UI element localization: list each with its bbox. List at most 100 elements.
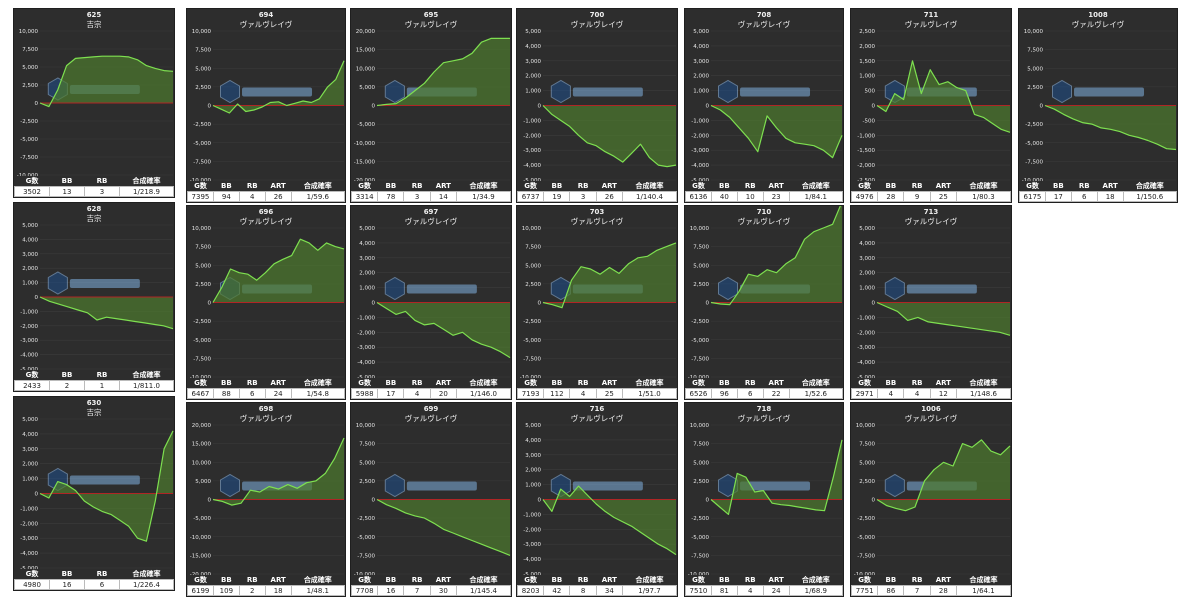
stats-header: BB [543,575,570,586]
stats-table: G数 BB RB ART 合成確率 4976 28 9 25 1/80.3 [850,181,1012,202]
stats-table: G数 BB RB ART 合成確率 6175 17 6 18 1/150.6 [1019,181,1178,202]
stats-table: G数 BB RB 合成確率 2433 2 1 1/811.0 [14,370,175,391]
y-tick-label: 0 [872,301,876,307]
y-tick-label: -3,000 [523,542,541,548]
y-tick-label: -1,000 [357,315,375,321]
y-tick-label: 0 [372,104,376,110]
card-header: 625 吉宗 [14,11,174,29]
series-line [376,37,510,107]
stats-header: G数 [14,370,50,381]
series-area [213,438,344,506]
y-tick-label: -5,000 [691,535,709,541]
stats-header: RB [1071,181,1098,192]
stats-value: 22 [762,388,790,399]
stats-value: 3502 [14,186,50,197]
stats-value: 1/48.1 [290,585,346,596]
stats-header: G数 [351,181,378,192]
stats-value: 10 [736,191,764,202]
stats-table: G数 BB RB ART 合成確率 5988 17 4 20 1/146.0 [350,378,512,399]
stats-value: 25 [595,388,623,399]
watermark-logo [550,473,643,498]
stats-header: RB [84,569,120,580]
stats-value: 6737 [516,191,545,202]
graph-card-698[interactable]: 20,000 15,000 10,000 5,000 0 -5,000 -10,000 -15… [186,402,346,597]
series-line [542,485,677,556]
graph-card-625[interactable]: 10,000 7,500 5,000 2,500 0 -2,500 -5,000 -7,500… [13,8,175,198]
card-header: 694 ヴァルヴレイヴ [187,11,345,29]
graph-card-628[interactable]: 5,000 4,000 3,000 2,000 1,000 0 -1,000 -2,000 -3… [13,202,175,392]
y-tick-label: 5,000 [195,66,211,72]
series-line [542,242,677,309]
y-tick-label: 0 [35,295,39,301]
stats-header: 合成確率 [622,575,677,586]
machine-name: ヴァルヴレイヴ [570,217,624,226]
stats-value: 6 [1070,191,1098,202]
y-tick-label: -7,500 [691,356,709,362]
graph-card-695[interactable]: 20,000 15,000 10,000 5,000 0 -5,000 -10,000 -15… [350,8,512,203]
machine-number: 630 [86,399,102,407]
graph-card-713[interactable]: 5,000 4,000 3,000 2,000 1,000 0 -1,000 -2,000 -3… [850,205,1012,400]
graph-card-696[interactable]: 10,000 7,500 5,000 2,500 0 -2,500 -5,000 -7,500… [186,205,346,400]
series-line [710,104,843,159]
y-tick-label: -2,500 [193,319,211,325]
graph-card-711[interactable]: 2,500 2,000 1,500 1,000 500 0 -500 -1,000 -1,500… [850,8,1012,203]
graph-card-716[interactable]: 5,000 4,000 3,000 2,000 1,000 0 -1,000 -2,000 -3… [516,402,678,597]
stats-value: 1/97.7 [621,585,678,596]
graph-card-699[interactable]: 10,000 7,500 5,000 2,500 0 -2,500 -5,000 -7,500… [350,402,512,597]
y-tick-label: 5,000 [859,460,875,466]
stats-header: RB [403,575,431,586]
stats-value: 1/34.9 [455,191,512,202]
y-tick-label: -3,000 [20,536,38,542]
stats-value: 26 [264,191,292,202]
card-header: 716 ヴァルヴレイヴ [517,405,677,423]
machine-number: 694 [258,11,274,19]
y-tick-label: 4,000 [22,432,38,438]
y-tick-label: 3,000 [525,59,541,65]
y-tick-label: 7,500 [195,48,211,54]
card-header: 1008 ヴァルヴレイヴ [1019,11,1177,29]
y-tick-label: 0 [872,498,876,504]
graph-card-700[interactable]: 5,000 4,000 3,000 2,000 1,000 0 -1,000 -2,000 -3… [516,8,678,203]
stats-value: 2971 [850,388,879,399]
stats-header: RB [403,181,431,192]
graph-card-710[interactable]: 10,000 7,500 5,000 2,500 0 -2,500 -5,000 -7,500… [684,205,844,400]
y-tick-label: -5,000 [357,535,375,541]
graph-card-703[interactable]: 10,000 7,500 5,000 2,500 0 -2,500 -5,000 -7,500… [516,205,678,400]
graph-card-630[interactable]: 5,000 4,000 3,000 2,000 1,000 0 -1,000 -2,000 -3… [13,396,175,591]
stats-value: 7193 [516,388,545,399]
slump-graph: 5,000 4,000 3,000 2,000 1,000 0 -1,000 -2,000 -3… [857,226,1011,381]
stats-header: G数 [14,569,50,580]
machine-name: ヴァルヴレイヴ [737,217,791,226]
y-tick-label: 10,000 [856,423,876,429]
graph-card-1008[interactable]: 10,000 7,500 5,000 2,500 0 -2,500 -5,000 -7,500… [1018,8,1178,203]
stats-value: 16 [48,579,85,590]
machine-name: ヴァルヴレイヴ [570,414,624,423]
stats-header: G数 [851,575,878,586]
y-tick-label: -2,500 [193,122,211,128]
graph-card-697[interactable]: 5,000 4,000 3,000 2,000 1,000 0 -1,000 -2,000 -3… [350,205,512,400]
y-tick-label: -5,000 [857,535,875,541]
watermark-logo [718,79,811,104]
stats-value: 88 [212,388,240,399]
stats-value: 1/218.9 [118,186,175,197]
series-area [711,206,842,305]
stats-header: RB [84,370,120,381]
stats-header: ART [596,575,623,586]
stats-value: 6526 [685,388,712,399]
machine-number: 698 [258,405,274,413]
slump-graph: 5,000 4,000 3,000 2,000 1,000 0 -1,000 -2,000 -3… [20,223,174,373]
graph-card-1006[interactable]: 10,000 7,500 5,000 2,500 0 -2,500 -5,000 -7,500… [850,402,1012,597]
stats-value: 4 [903,388,931,399]
graph-card-718[interactable]: 10,000 7,500 5,000 2,500 0 -2,500 -5,000 -7,500… [684,402,844,597]
y-tick-label: 2,500 [195,282,211,288]
series-line [39,296,174,330]
series-line [212,238,345,303]
y-tick-label: 2,500 [693,282,709,288]
machine-number: 708 [756,11,772,19]
y-tick-label: 7,500 [1027,48,1043,54]
graph-card-694[interactable]: 10,000 7,500 5,000 2,500 0 -2,500 -5,000 -7,500… [186,8,346,203]
stats-header: BB [213,575,240,586]
stats-table: G数 BB RB ART 合成確率 3314 78 3 14 1/34.9 [350,181,512,202]
graph-card-708[interactable]: 5,000 4,000 3,000 2,000 1,000 0 -1,000 -2,000 -3… [684,8,844,203]
y-tick-label: 2,000 [22,266,38,272]
